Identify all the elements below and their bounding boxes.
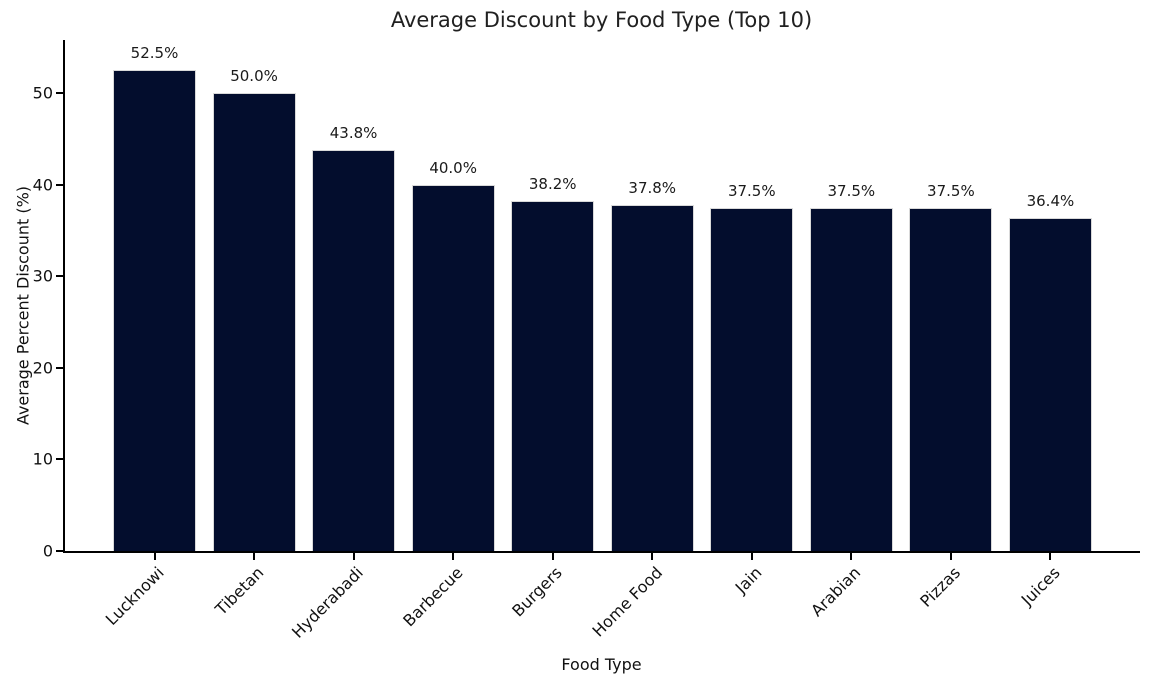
bar [212,93,296,551]
x-axis-title: Food Type [561,655,642,674]
y-axis-title: Average Percent Discount (%) [13,185,33,426]
x-tick-mark [949,553,952,560]
bar [710,207,794,551]
bar-group: 37.5% Pizzas [909,40,993,611]
y-tick-label: 20 [32,358,53,378]
bar-value-label: 36.4% [1026,191,1075,210]
y-tick-mark [56,458,63,461]
x-tick-mark [153,553,156,560]
bar-group: 40.0% Barbecue [399,40,495,630]
bar-value-label: 37.5% [727,181,776,200]
bar-value-label: 40.0% [429,158,477,177]
bar-value-label: 52.5% [130,44,179,63]
x-tick-label: Burgers [508,563,567,621]
x-tick-label: Tibetan [211,563,268,619]
bar [909,207,993,551]
x-tick-label: Juices [1017,563,1064,610]
bars-container: 52.5% Lucknowi 50.0% Tibetan 43.8% Hyderabadi… [65,40,1140,642]
x-tick-mark [551,553,554,560]
bar-group: 43.8% Hyderabadi [288,40,396,642]
bar-group: 36.4% Juices [1008,40,1092,609]
y-tick-label: 40 [32,175,53,195]
bar-value-label: 50.0% [230,67,278,86]
bar [411,184,495,551]
bar-value-label: 38.2% [528,175,577,194]
y-tick-label: 50 [32,83,53,103]
y-tick-label: 0 [42,541,53,561]
x-tick-label: Jain [731,563,766,598]
x-tick-mark [651,553,654,560]
y-tick-mark [56,550,63,552]
bar [1008,217,1092,551]
x-tick-label: Hyderabadi [288,563,368,642]
bar-group: 52.5% Lucknowi [102,40,196,629]
x-tick-mark [850,553,853,560]
bar [511,201,595,551]
chart-title: Average Discount by Food Type (Top 10) [390,8,813,32]
bar-group: 50.0% Tibetan [212,40,296,619]
y-tick-label: 30 [32,266,53,286]
x-tick-mark [452,553,455,560]
bar-value-label: 37.5% [827,181,876,200]
x-tick-mark [253,553,256,560]
x-tick-mark [1049,553,1052,560]
plot-area: 52.5% Lucknowi 50.0% Tibetan 43.8% Hyderabadi… [33,40,1140,642]
bar-value-label: 43.8% [329,123,378,142]
bar-value-label: 37.8% [628,178,677,197]
bar-value-label: 37.5% [927,181,975,200]
x-tick-label: Arabian [807,563,865,621]
y-tick-mark [56,92,63,95]
y-tick-mark [56,183,63,186]
x-tick-mark [352,553,355,560]
x-tick-label: Pizzas [916,563,965,611]
y-tick-mark [56,366,63,369]
x-tick-label: Home Food [588,563,666,641]
x-tick-label: Lucknowi [101,563,168,629]
bar [113,70,196,551]
y-tick-label: 10 [32,449,53,469]
x-tick-label: Barbecue [399,563,467,631]
y-tick-mark [56,275,63,278]
bar [809,207,893,551]
bar-group: 37.8% Home Food [588,40,694,641]
x-tick-mark [750,553,753,560]
bar-group: 37.5% Jain [710,40,794,597]
bar-group: 38.2% Burgers [509,40,595,621]
bar [312,149,396,551]
bar [610,204,694,551]
bar-group: 37.5% Arabian [808,40,893,620]
